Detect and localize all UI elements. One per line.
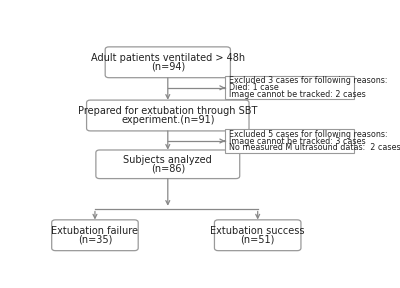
Text: (n=94): (n=94) [151, 61, 185, 71]
Text: Prepared for extubation through SBT: Prepared for extubation through SBT [78, 107, 258, 116]
Text: Extubation success: Extubation success [210, 226, 305, 236]
FancyBboxPatch shape [105, 47, 230, 78]
FancyBboxPatch shape [52, 220, 138, 251]
FancyBboxPatch shape [96, 150, 240, 179]
Text: Subjects analyzed: Subjects analyzed [124, 155, 212, 165]
Text: Adult patients ventilated > 48h: Adult patients ventilated > 48h [91, 53, 245, 63]
FancyBboxPatch shape [225, 129, 354, 153]
FancyBboxPatch shape [214, 220, 301, 251]
Text: Image cannot be tracked: 3 cases: Image cannot be tracked: 3 cases [229, 137, 366, 145]
Text: experiment.(n=91): experiment.(n=91) [121, 115, 214, 124]
Text: (n=35): (n=35) [78, 234, 112, 244]
Text: (n=86): (n=86) [151, 163, 185, 173]
FancyBboxPatch shape [225, 76, 354, 99]
Text: Excluded 5 cases for following reasons:: Excluded 5 cases for following reasons: [229, 130, 388, 139]
Text: Excluded 3 cases for following reasons:: Excluded 3 cases for following reasons: [229, 76, 388, 85]
FancyBboxPatch shape [86, 100, 249, 131]
Text: (n=51): (n=51) [240, 234, 275, 244]
Text: No measured M ultrasound datas:  2 cases: No measured M ultrasound datas: 2 cases [229, 143, 400, 152]
Text: Extubation failure: Extubation failure [52, 226, 138, 236]
Text: Image cannot be tracked: 2 cases: Image cannot be tracked: 2 cases [229, 90, 366, 99]
Text: Died: 1 case: Died: 1 case [229, 83, 279, 92]
